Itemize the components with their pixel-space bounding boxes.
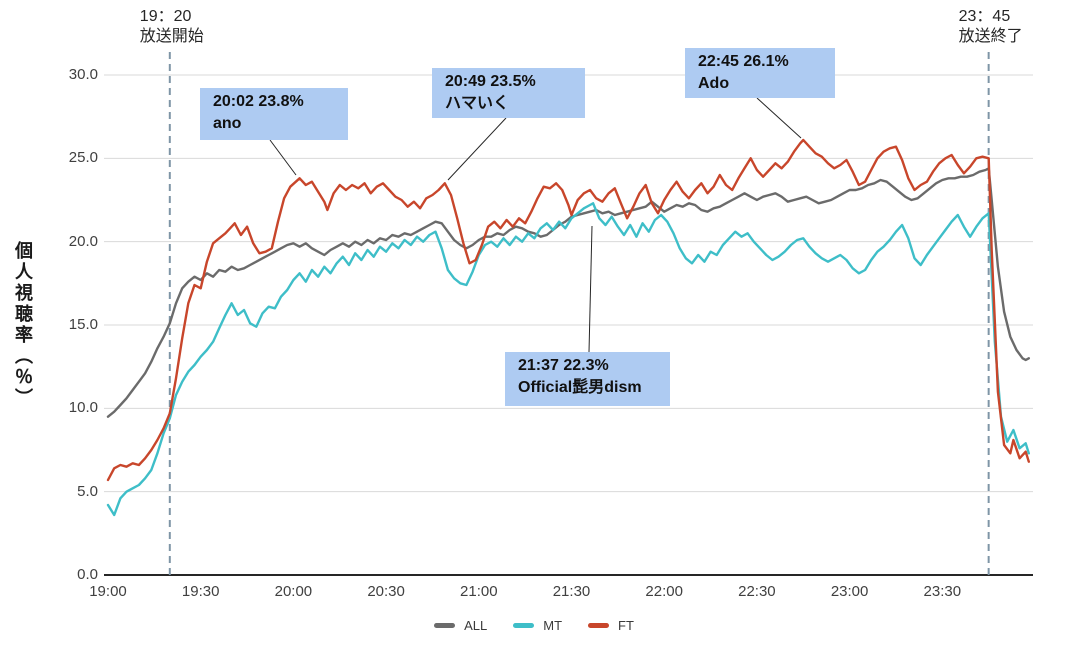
ann-hamaiku-box: 20:49 23.5% ハマいく: [432, 68, 585, 118]
x-tick-label: 20:00: [274, 583, 313, 600]
x-tick-label: 19:30: [181, 583, 220, 600]
x-tick-label: 19:00: [89, 583, 127, 600]
ann-hige-leader-line: [588, 225, 593, 353]
ann-ado-time-value: 22:45 26.1%: [698, 53, 789, 70]
y-tick-label: 10.0: [68, 399, 98, 417]
y-tick-label: 25.0: [68, 149, 98, 167]
broadcast-start-time: 19：20: [139, 8, 192, 25]
legend-label-mt: MT: [543, 618, 563, 633]
ann-hige-artist: Official髭男dism: [518, 379, 642, 396]
broadcast-end-time: 23：45: [958, 8, 1011, 25]
legend-item-all: ALL: [434, 618, 487, 633]
broadcast-start-label: 19：20 放送開始: [140, 7, 204, 47]
x-tick-label: 21:30: [552, 583, 591, 600]
ann-ano-artist: ano: [213, 115, 242, 132]
y-tick-label: 0.0: [77, 566, 98, 583]
legend-label-ft: FT: [618, 618, 634, 633]
series-line-mt: [106, 202, 1031, 517]
x-tick-label: 22:00: [645, 583, 683, 600]
y-tick-label: 20.0: [68, 232, 98, 250]
all-line-swatch: [434, 623, 456, 628]
x-tick-label: 20:30: [367, 583, 405, 600]
x-tick-label: 23:00: [830, 583, 869, 600]
broadcast-start-caption: 放送開始: [139, 28, 204, 45]
y-tick-label: 15.0: [68, 316, 98, 333]
y-tick-label: 30.0: [68, 66, 98, 83]
x-tick-label: 23:30: [923, 583, 962, 600]
ann-hige-box: 21:37 22.3% Official髭男dism: [505, 352, 670, 406]
ann-ano-leader-line: [269, 139, 297, 176]
y-axis-title: 個人視聴率（％）: [13, 241, 33, 409]
legend-item-mt: MT: [513, 618, 562, 633]
ann-ano-box: 20:02 23.8% ano: [200, 88, 348, 140]
ft-line-swatch: [588, 623, 610, 628]
y-tick-label: 5.0: [77, 482, 98, 500]
ann-ado-leader-line: [756, 97, 802, 139]
ann-ado-artist: Ado: [698, 75, 730, 92]
ann-hamaiku-artist: ハマいく: [445, 95, 510, 112]
legend: ALL MT FT: [0, 618, 1068, 633]
broadcast-end-label: 23：45 放送終了: [959, 7, 1023, 47]
legend-label-all: ALL: [464, 618, 488, 633]
ann-hige-time-value: 21:37 22.3%: [518, 357, 609, 374]
mt-line-swatch: [513, 623, 535, 628]
legend-item-ft: FT: [588, 618, 634, 633]
x-tick-label: 21:00: [460, 583, 498, 600]
series-line-ft: [106, 138, 1031, 482]
ann-ano-time-value: 20:02 23.8%: [213, 93, 304, 110]
ann-hamaiku-time-value: 20:49 23.5%: [445, 73, 536, 90]
ann-hamaiku-leader-line: [447, 117, 507, 181]
ann-ado-box: 22:45 26.1% Ado: [685, 48, 835, 98]
broadcast-end-caption: 放送終了: [958, 28, 1023, 45]
x-tick-label: 22:30: [738, 583, 776, 600]
